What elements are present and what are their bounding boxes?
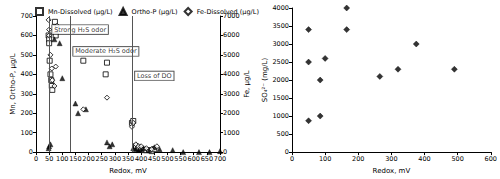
svg-text:350: 350: [122, 155, 134, 163]
svg-text:300: 300: [109, 155, 121, 163]
svg-text:3000: 3000: [223, 90, 240, 98]
svg-text:0: 0: [34, 155, 38, 163]
svg-text:400: 400: [418, 155, 430, 163]
svg-text:600: 600: [188, 155, 200, 163]
svg-text:Ortho-P (µg/L): Ortho-P (µg/L): [132, 8, 178, 16]
svg-text:50: 50: [45, 155, 53, 163]
svg-text:3000: 3000: [272, 40, 289, 48]
svg-text:250: 250: [96, 155, 108, 163]
svg-text:500: 500: [451, 155, 463, 163]
svg-text:Redox, mV: Redox, mV: [109, 167, 147, 175]
svg-text:200: 200: [21, 109, 33, 117]
svg-text:Redox, mV: Redox, mV: [373, 167, 411, 175]
svg-text:5000: 5000: [223, 51, 240, 59]
svg-text:600: 600: [21, 31, 33, 39]
svg-text:1500: 1500: [272, 94, 289, 102]
svg-text:300: 300: [385, 155, 397, 163]
svg-text:4000: 4000: [272, 4, 289, 12]
svg-text:Strong H₂S odor: Strong H₂S odor: [54, 26, 106, 34]
svg-text:Loss of DO: Loss of DO: [137, 72, 172, 80]
svg-text:Mn, Ortho-P, µg/L: Mn, Ortho-P, µg/L: [9, 53, 17, 114]
svg-text:200: 200: [82, 155, 94, 163]
svg-text:1000: 1000: [272, 112, 289, 120]
svg-text:2500: 2500: [272, 58, 289, 66]
svg-text:200: 200: [352, 155, 364, 163]
svg-text:300: 300: [21, 90, 33, 98]
svg-text:450: 450: [148, 155, 160, 163]
svg-text:100: 100: [319, 155, 331, 163]
svg-text:SO₄²⁻ (mg/L): SO₄²⁻ (mg/L): [261, 58, 269, 103]
svg-text:500: 500: [161, 155, 173, 163]
svg-text:2000: 2000: [223, 109, 240, 117]
svg-text:4000: 4000: [223, 70, 240, 78]
svg-text:0: 0: [285, 148, 289, 156]
svg-text:400: 400: [135, 155, 147, 163]
svg-text:Fe, µg/L: Fe, µg/L: [243, 70, 251, 98]
svg-text:0: 0: [29, 148, 33, 156]
svg-text:600: 600: [485, 155, 497, 163]
svg-text:700: 700: [21, 12, 33, 20]
svg-text:500: 500: [21, 51, 33, 59]
svg-text:500: 500: [277, 130, 289, 138]
svg-text:Fe-Dissolved (µg/L): Fe-Dissolved (µg/L): [197, 8, 259, 16]
svg-text:100: 100: [21, 129, 33, 137]
svg-text:Moderate H₂S odor: Moderate H₂S odor: [75, 47, 137, 55]
svg-text:6000: 6000: [223, 31, 240, 39]
svg-text:Mn-Dissolved (µg/L): Mn-Dissolved (µg/L): [48, 8, 113, 16]
svg-text:7000: 7000: [223, 12, 240, 20]
svg-text:0: 0: [290, 155, 294, 163]
svg-text:700: 700: [214, 155, 226, 163]
svg-text:150: 150: [69, 155, 81, 163]
svg-text:400: 400: [21, 70, 33, 78]
svg-text:550: 550: [174, 155, 186, 163]
svg-text:0: 0: [223, 148, 228, 157]
svg-text:650: 650: [201, 155, 213, 163]
svg-text:3500: 3500: [272, 22, 289, 30]
svg-text:1000: 1000: [223, 129, 240, 137]
svg-text:100: 100: [56, 155, 68, 163]
svg-text:2000: 2000: [272, 76, 289, 84]
